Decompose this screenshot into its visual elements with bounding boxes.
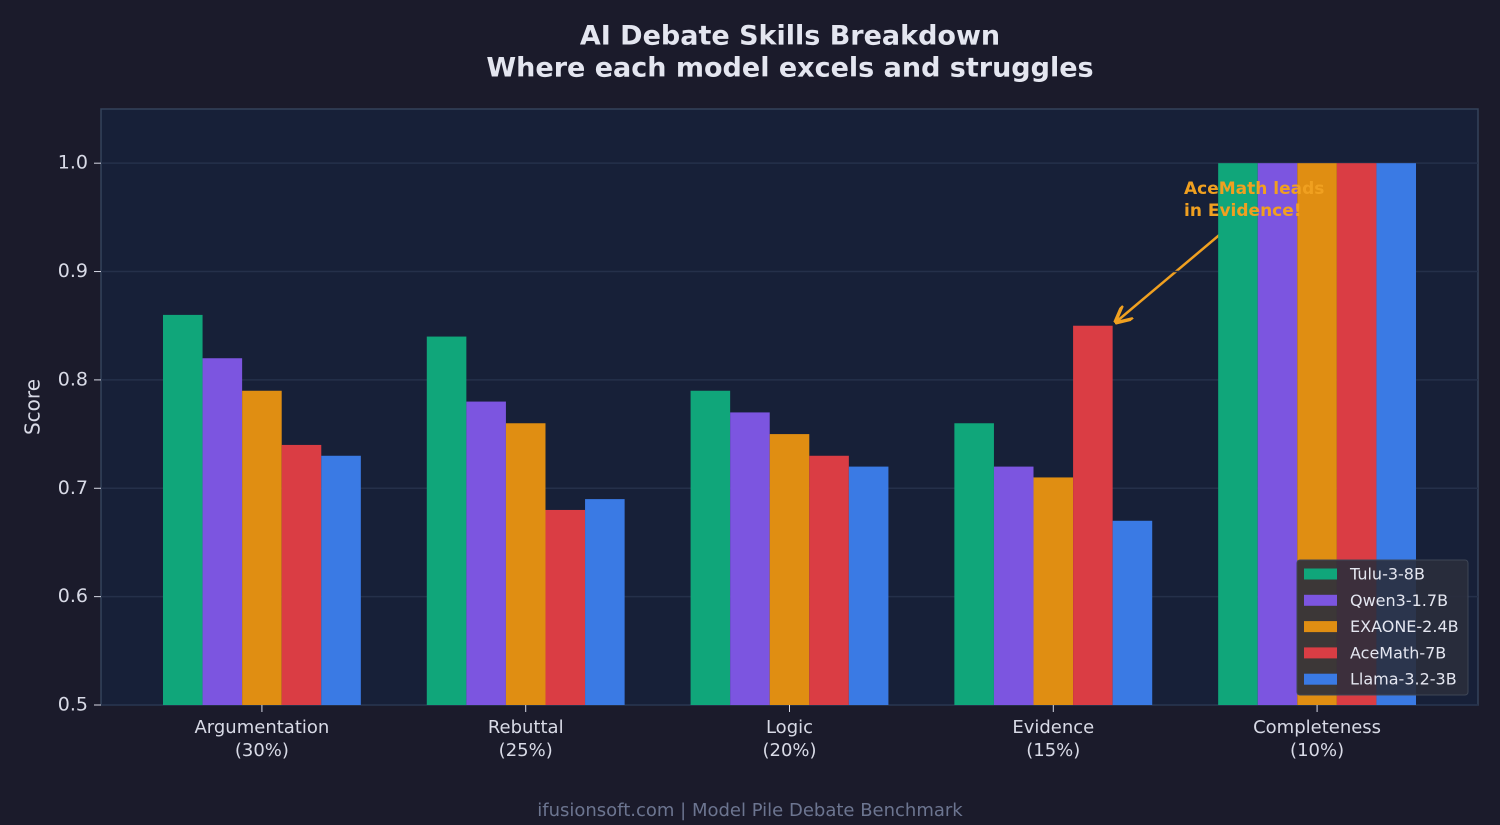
bar xyxy=(1257,163,1298,705)
bar xyxy=(242,390,282,705)
bar xyxy=(281,444,322,705)
bar xyxy=(1112,520,1153,705)
bar xyxy=(426,336,467,705)
chart-title: AI Debate Skills Breakdown xyxy=(580,21,1000,52)
x-tick-label: Logic (20%) xyxy=(762,717,817,761)
legend-label: AceMath-7B xyxy=(1350,643,1446,662)
y-tick-label: 0.6 xyxy=(58,585,88,607)
y-axis-label: Score xyxy=(21,379,45,435)
bar xyxy=(585,499,625,705)
bar xyxy=(690,390,731,705)
legend-swatch xyxy=(1304,673,1337,685)
bar xyxy=(730,412,770,705)
bar xyxy=(202,358,243,705)
bar xyxy=(162,314,203,705)
y-tick-label: 1.0 xyxy=(58,152,88,174)
legend-swatch xyxy=(1304,594,1337,606)
x-tick-label: Argumentation (30%) xyxy=(194,717,330,761)
legend-box xyxy=(1296,559,1469,696)
annotation: AceMath leads in Evidence! xyxy=(1184,179,1325,221)
chart-subtitle: Where each model excels and struggles xyxy=(486,53,1093,84)
bar xyxy=(321,455,361,705)
bar xyxy=(993,466,1034,705)
footer: ifusionsoft.com | Model Pile Debate Benc… xyxy=(537,800,963,821)
legend-swatch xyxy=(1304,647,1337,659)
bar xyxy=(848,466,889,705)
bar xyxy=(1218,163,1258,705)
legend-label: EXAONE-2.4B xyxy=(1350,617,1459,636)
bar xyxy=(505,423,546,705)
legend-label: Llama-3.2-3B xyxy=(1350,670,1457,689)
annotation-arrow xyxy=(1116,225,1231,322)
bar xyxy=(769,434,810,705)
y-tick-label: 0.9 xyxy=(58,260,88,282)
y-tick-label: 0.7 xyxy=(58,477,88,499)
bar xyxy=(1073,325,1113,705)
legend-swatch xyxy=(1304,568,1337,580)
legend-swatch xyxy=(1304,621,1337,633)
bar xyxy=(545,509,586,705)
y-tick-label: 0.5 xyxy=(58,694,88,716)
bar xyxy=(954,423,994,705)
y-tick-label: 0.8 xyxy=(58,368,88,390)
legend-label: Qwen3-1.7B xyxy=(1350,591,1448,610)
x-tick-label: Evidence (15%) xyxy=(1012,717,1095,761)
bar xyxy=(1033,477,1074,705)
bar xyxy=(809,455,849,705)
x-tick-label: Rebuttal (25%) xyxy=(487,717,564,761)
bar xyxy=(466,401,506,705)
legend-label: Tulu-3-8B xyxy=(1349,565,1425,584)
x-tick-label: Completeness (10%) xyxy=(1253,717,1382,761)
